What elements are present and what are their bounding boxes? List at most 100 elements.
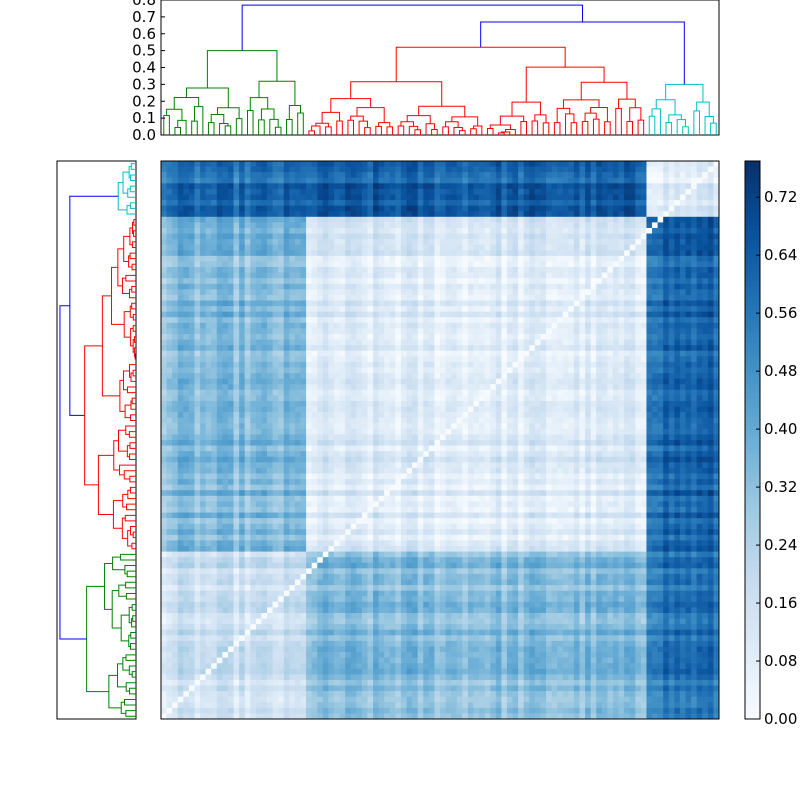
heatmap-cell [568,261,575,268]
heatmap-cell [440,227,446,234]
heatmap-cell [618,317,625,324]
heatmap-cell [406,261,413,268]
heatmap-cell [306,250,313,257]
heatmap-cell [490,222,497,229]
heatmap-cell [629,194,636,201]
heatmap-cell [328,412,335,419]
heatmap-cell [306,294,313,301]
heatmap-cell [523,289,530,296]
heatmap-cell [490,306,497,313]
heatmap-cell [205,272,212,279]
heatmap-cell [166,417,173,424]
heatmap-cell [261,328,268,335]
heatmap-cell [590,216,597,223]
heatmap-cell [473,322,480,329]
heatmap-cell [624,183,631,190]
heatmap-cell [635,166,642,173]
heatmap-cell [635,183,642,190]
heatmap-cell [172,227,179,234]
heatmap-cell [518,345,525,352]
heatmap-cell [635,395,642,402]
heatmap-cell [300,222,307,229]
heatmap-cell [691,367,698,374]
heatmap-cell [306,289,313,296]
heatmap-cell [540,177,547,184]
heatmap-cell [211,194,218,201]
heatmap-cell [333,300,340,307]
heatmap-cell [668,367,675,374]
heatmap-cell [473,389,480,396]
heatmap-cell [512,211,519,218]
heatmap-cell [255,227,262,234]
heatmap-cell [311,239,318,246]
heatmap-cell [596,222,603,229]
heatmap-cell [317,194,324,201]
heatmap-cell [501,283,508,290]
heatmap-cell [417,261,424,268]
heatmap-cell [635,200,642,207]
heatmap-cell [534,222,541,229]
heatmap-cell [579,384,586,391]
heatmap-cell [713,183,720,190]
heatmap-cell [585,255,592,262]
heatmap-cell [495,194,502,201]
heatmap-cell [406,345,413,352]
heatmap-cell [261,367,268,374]
heatmap-cell [317,166,324,173]
heatmap-cell [350,350,357,357]
heatmap-cell [685,177,692,184]
heatmap-cell [702,356,709,363]
heatmap-cell [707,216,714,223]
heatmap-cell [188,350,195,357]
heatmap-cell [596,294,603,301]
heatmap-cell [428,406,435,413]
heatmap-cell [456,389,463,396]
heatmap-cell [350,161,357,167]
heatmap-cell [702,244,709,251]
heatmap-cell [272,400,279,407]
heatmap-cell [406,300,413,307]
heatmap-cell [601,294,608,301]
heatmap-cell [652,161,659,167]
heatmap-cell [339,166,346,173]
heatmap-cell [579,345,586,352]
heatmap-cell [339,289,346,296]
heatmap-cell [596,194,603,201]
heatmap-cell [367,233,374,240]
heatmap-cell [177,188,184,195]
heatmap-cell [278,222,285,229]
heatmap-cell [590,339,597,346]
heatmap-cell [367,384,374,391]
heatmap-cell [216,389,223,396]
heatmap-cell [200,361,207,368]
heatmap-cell [378,356,385,363]
heatmap-cell [227,222,234,229]
heatmap-cell [607,250,614,257]
heatmap-cell [317,417,324,424]
heatmap-cell [166,350,173,357]
heatmap-cell [255,339,262,346]
heatmap-cell [585,161,592,167]
heatmap-cell [624,222,631,229]
heatmap-cell [400,306,407,313]
heatmap-cell [501,384,508,391]
heatmap-cell [166,361,173,368]
heatmap-cell [239,417,246,424]
heatmap-cell [222,289,229,296]
heatmap-cell [562,339,569,346]
heatmap-cell [400,244,407,251]
heatmap-cell [445,177,452,184]
heatmap-cell [601,177,608,184]
heatmap-cell [322,205,329,212]
heatmap-cell [456,278,463,285]
heatmap-cell [573,356,580,363]
heatmap-cell [484,328,491,335]
heatmap-cell [306,283,313,290]
heatmap-cell [406,222,413,229]
heatmap-cell [177,227,184,234]
heatmap-cell [562,161,569,167]
heatmap-cell [523,356,530,363]
heatmap-cell [652,400,659,407]
heatmap-cell [188,200,195,207]
heatmap-cell [300,311,307,318]
